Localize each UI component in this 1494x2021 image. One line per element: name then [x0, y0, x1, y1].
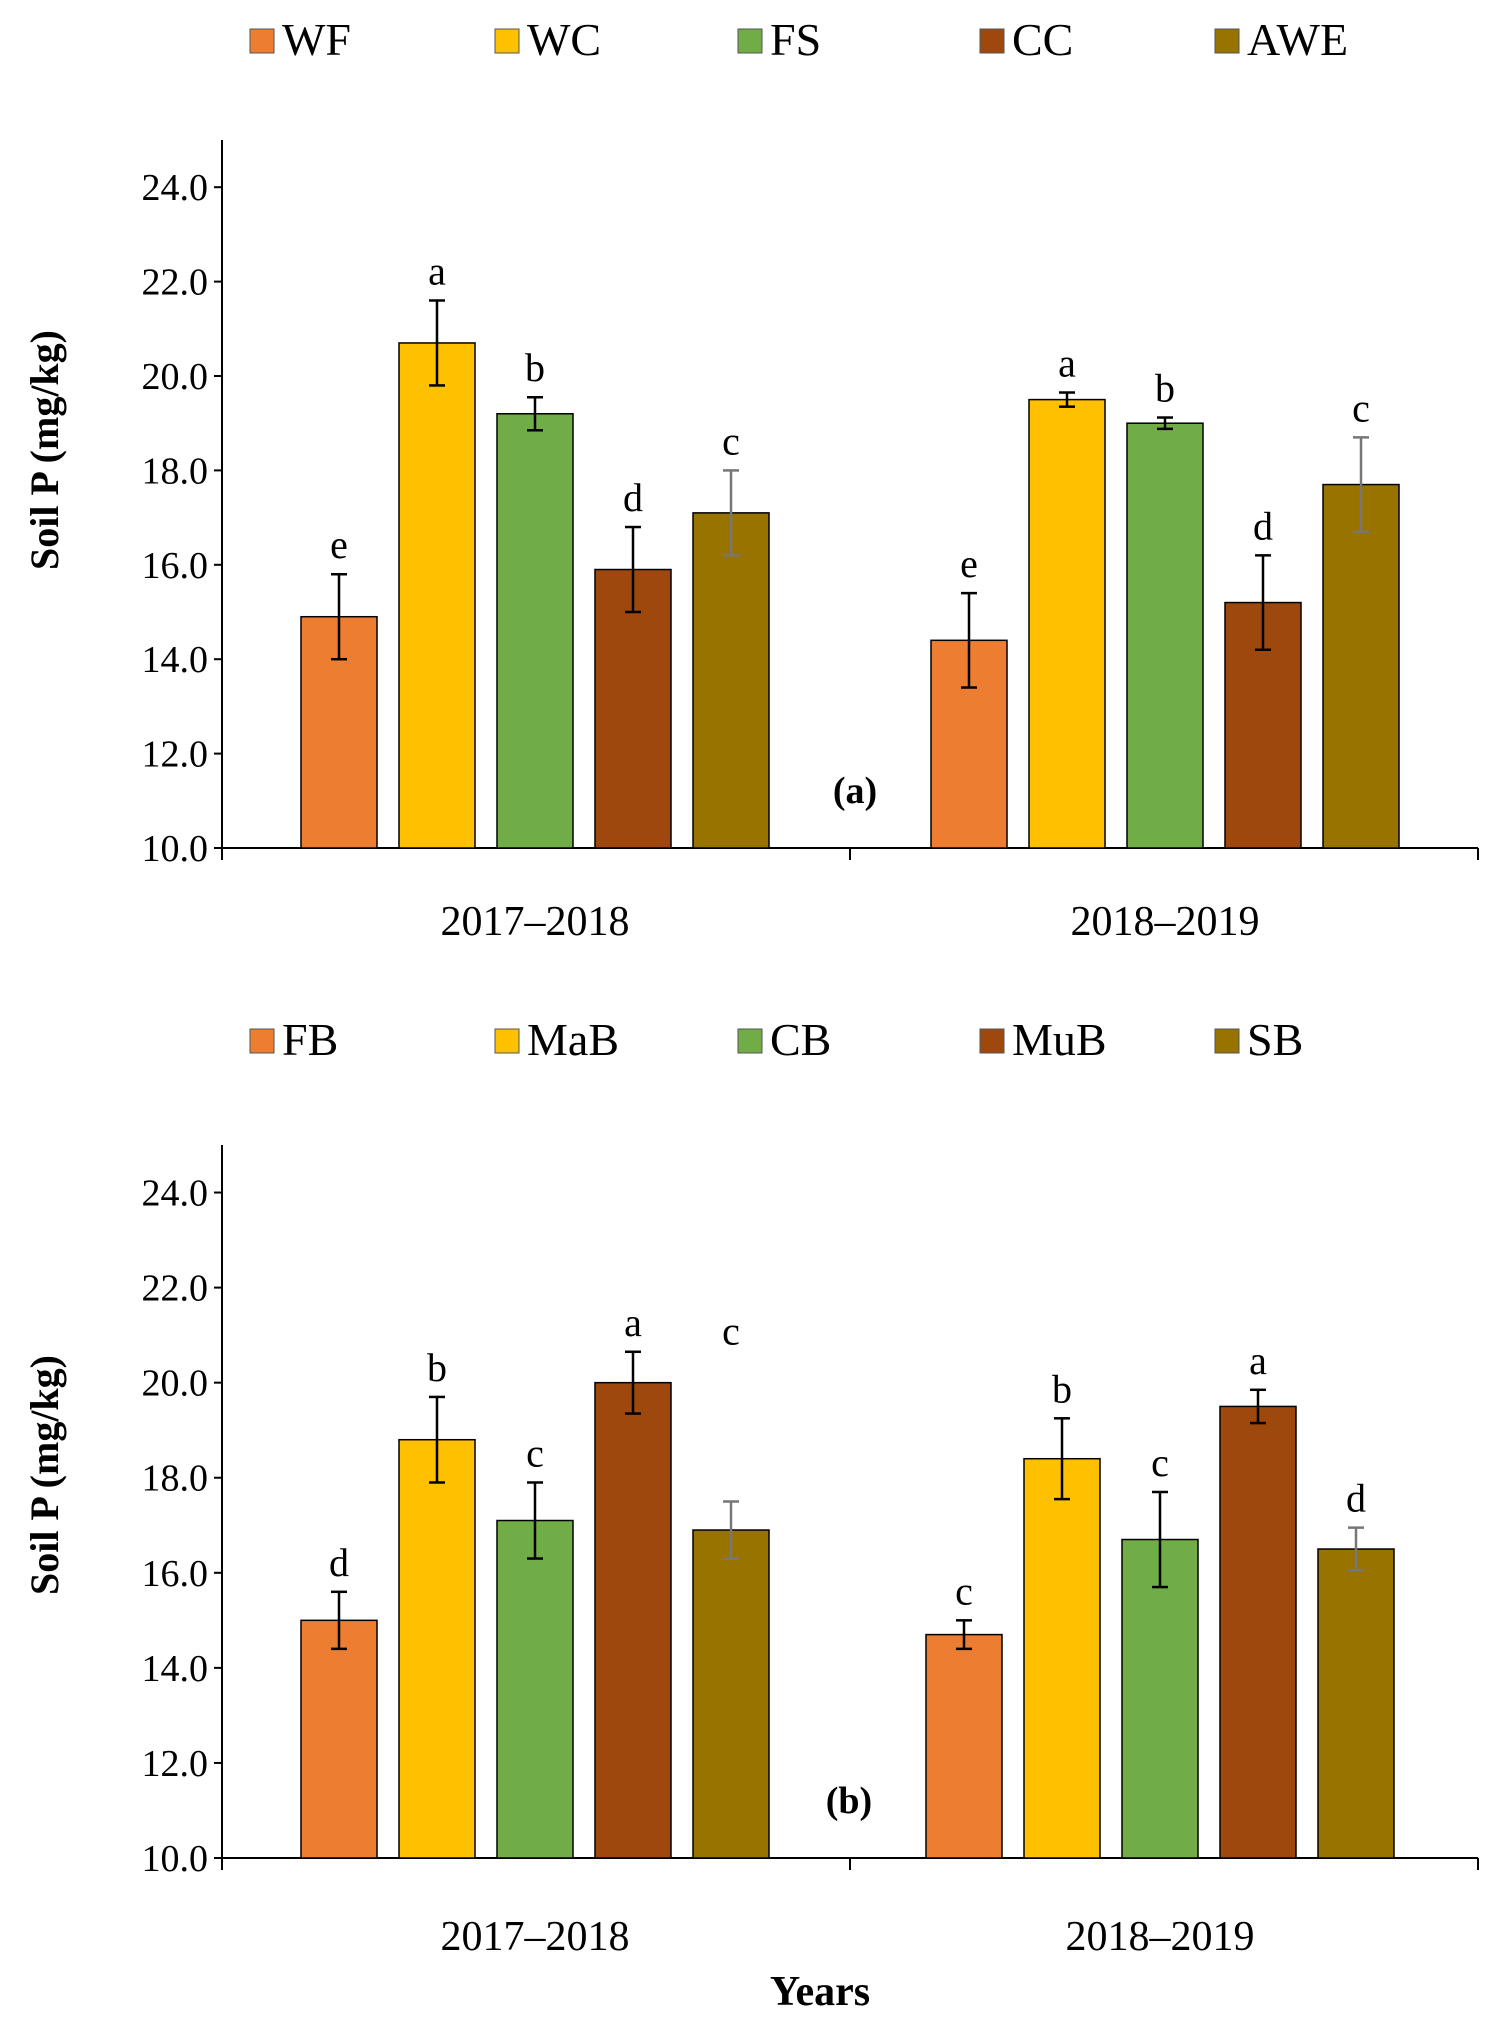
legend-swatch-awe — [1214, 28, 1240, 54]
bars: d b c a c c b c a d — [300, 1300, 1395, 1859]
bar-fb — [300, 1619, 378, 1859]
bar-cc — [594, 568, 672, 849]
bar-fs — [1126, 422, 1204, 849]
legend-swatch-fb — [249, 1028, 275, 1054]
significance-letter: b — [1052, 1366, 1072, 1411]
legend: WF WC FS CC AWE — [249, 14, 1348, 65]
x-category-label: 2018–2019 — [1066, 1914, 1255, 1960]
significance-letter: e — [960, 541, 978, 586]
legend-swatch-mab — [494, 1028, 520, 1054]
y-tick-label: 20.0 — [142, 356, 209, 398]
significance-letter: b — [427, 1345, 447, 1390]
chart-panel-b: FB MaB CB MuB SB 10.0 12.0 14.0 16.0 18.0 20.0 22.0… — [22, 1014, 1479, 2015]
y-tick-label: 18.0 — [142, 1458, 209, 1500]
significance-letter: d — [329, 1540, 349, 1585]
legend-label-cc: CC — [1012, 14, 1073, 65]
significance-letter: d — [1253, 503, 1273, 548]
significance-letter: c — [526, 1430, 544, 1475]
significance-letter: b — [525, 345, 545, 390]
bar-sb — [1317, 1548, 1395, 1859]
y-tick-label: 16.0 — [142, 1553, 209, 1595]
legend-label-wc: WC — [527, 14, 601, 65]
legend-swatch-sb — [1214, 1028, 1240, 1054]
y-tick-label: 22.0 — [142, 262, 209, 304]
y-tick-label: 22.0 — [142, 1268, 209, 1310]
y-tick-label: 14.0 — [142, 1648, 209, 1690]
x-axis-title: Years — [770, 1969, 870, 2015]
legend-swatch-cc — [979, 28, 1005, 54]
legend-label-cb: CB — [770, 1014, 831, 1065]
bar-mub — [1219, 1405, 1297, 1859]
legend-swatch-wc — [494, 28, 520, 54]
y-tick-label: 18.0 — [142, 450, 209, 492]
y-axis: 10.0 12.0 14.0 16.0 18.0 20.0 22.0 24.0 — [142, 1145, 223, 1880]
panel-label: (b) — [826, 1780, 872, 1822]
legend-label-awe: AWE — [1247, 14, 1348, 65]
legend-label-wf: WF — [282, 14, 351, 65]
significance-letter: a — [1058, 341, 1076, 386]
x-category-label: 2017–2018 — [441, 1914, 630, 1960]
bar-cb — [1121, 1538, 1199, 1859]
x-category-label: 2017–2018 — [441, 899, 630, 945]
legend-label-sb: SB — [1247, 1014, 1303, 1065]
bar-mub — [594, 1381, 672, 1859]
legend-swatch-mub — [979, 1028, 1005, 1054]
legend-label-mub: MuB — [1012, 1014, 1107, 1065]
significance-letter: c — [1352, 385, 1370, 430]
y-tick-label: 12.0 — [142, 734, 209, 776]
panel-label: (a) — [833, 770, 877, 812]
y-axis-title: Soil P (mg/kg) — [22, 330, 67, 570]
bar-wc — [398, 342, 476, 849]
y-tick-label: 10.0 — [142, 1838, 209, 1880]
legend-label-fs: FS — [770, 14, 821, 65]
chart-panel-a: WF WC FS CC AWE 10.0 12.0 14.0 16.0 18.0 20.0 22.0 2… — [22, 14, 1479, 945]
bar-mab — [1023, 1457, 1101, 1859]
legend-label-mab: MaB — [527, 1014, 619, 1065]
y-tick-label: 14.0 — [142, 639, 209, 681]
bar-awe — [692, 512, 770, 849]
significance-letter: c — [1151, 1440, 1169, 1485]
bar-awe — [1322, 483, 1400, 849]
legend-swatch-wf — [249, 28, 275, 54]
x-axis: 2017–2018 2018–2019 — [221, 1857, 1479, 1960]
bar-mab — [398, 1438, 476, 1859]
bar-wc — [1028, 398, 1106, 849]
y-axis-title: Soil P (mg/kg) — [22, 1355, 67, 1595]
significance-letter: c — [955, 1568, 973, 1613]
y-tick-label: 24.0 — [142, 1173, 209, 1215]
y-tick-label: 24.0 — [142, 167, 209, 209]
bars: e a b d c e a b d c — [300, 248, 1400, 849]
significance-letter: a — [624, 1300, 642, 1345]
y-tick-label: 12.0 — [142, 1743, 209, 1785]
significance-letter: d — [1346, 1476, 1366, 1521]
x-category-label: 2018–2019 — [1071, 899, 1260, 945]
legend-label-fb: FB — [282, 1014, 338, 1065]
significance-letter: a — [1249, 1338, 1267, 1383]
bar-sb — [692, 1529, 770, 1859]
significance-letter: c — [722, 418, 740, 463]
y-axis: 10.0 12.0 14.0 16.0 18.0 20.0 22.0 24.0 — [142, 140, 223, 870]
bar-cb — [496, 1519, 574, 1859]
significance-letter: a — [428, 248, 446, 293]
y-tick-label: 20.0 — [142, 1363, 209, 1405]
significance-letter: e — [330, 522, 348, 567]
significance-letter: b — [1155, 366, 1175, 411]
legend: FB MaB CB MuB SB — [249, 1014, 1303, 1065]
significance-letter: d — [623, 475, 643, 520]
y-tick-label: 16.0 — [142, 545, 209, 587]
legend-swatch-fs — [737, 28, 763, 54]
bar-fs — [496, 413, 574, 849]
significance-letter: c — [722, 1309, 740, 1354]
x-axis: 2017–2018 2018–2019 — [221, 847, 1479, 945]
legend-swatch-cb — [737, 1028, 763, 1054]
y-tick-label: 10.0 — [142, 828, 209, 870]
bar-fb — [925, 1633, 1003, 1859]
